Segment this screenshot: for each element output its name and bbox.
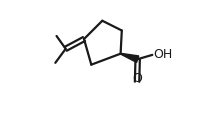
- Text: OH: OH: [153, 48, 172, 61]
- Text: O: O: [132, 72, 142, 85]
- Polygon shape: [121, 53, 139, 62]
